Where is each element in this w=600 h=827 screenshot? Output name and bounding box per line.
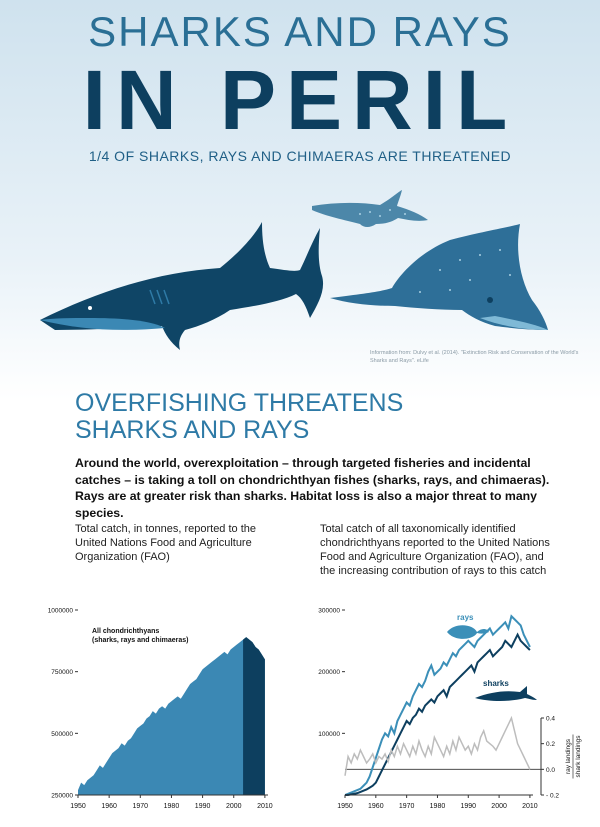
x-tick-label: 2000	[491, 803, 507, 810]
x-tick-label: 1950	[337, 803, 353, 810]
shark-mini-icon	[475, 686, 537, 701]
y2-axis-label: ray landings shark landings	[565, 734, 582, 779]
x-tick-label: 1950	[70, 803, 86, 810]
chart-annotation: All chondrichthyans (sharks, rays and chi…	[92, 628, 189, 644]
x-tick-label: 1990	[195, 803, 211, 810]
section-heading: OVERFISHING THREATENS SHARKS AND RAYS	[75, 390, 403, 444]
x-tick-label: 1970	[399, 803, 415, 810]
section-heading-line-1: OVERFISHING THREATENS	[75, 389, 404, 417]
ratio-line	[344, 715, 531, 776]
y2-tick-label: 0.2	[546, 741, 555, 748]
y-tick-label: 500000	[51, 731, 73, 738]
y2-label-top: ray landings	[565, 738, 572, 774]
shark-icon	[40, 222, 324, 350]
eagle-ray-icon	[330, 224, 548, 330]
ray-icon	[447, 625, 489, 639]
total-catch-area-chart: 1950 1960 1970 1980 1990 2000 2010 250000 500000…	[48, 608, 273, 811]
lead-paragraph: Around the world, overexploitation – thr…	[75, 456, 550, 520]
x-tick-label: 1980	[430, 803, 446, 810]
left-chart-caption: Total catch, in tonnes, reported to the …	[75, 523, 257, 563]
shark-and-ray-illustration	[40, 190, 548, 350]
source-credit: Information from: Dulvy et al. (2014). "…	[370, 350, 579, 364]
rays-line	[344, 614, 531, 796]
section-heading-line-2: SHARKS AND RAYS	[75, 416, 310, 444]
x-tick-label: 1980	[164, 803, 180, 810]
y2-tick-label: 0.4	[546, 716, 555, 723]
x-tick-label: 2010	[257, 803, 273, 810]
title-line-1: SHARKS AND RAYS	[88, 8, 512, 55]
x-tick-label: 1960	[368, 803, 384, 810]
y2-tick-label: 0.0	[546, 767, 555, 774]
y2-tick-label: - 0.2	[546, 793, 559, 800]
x-tick-label: 1960	[101, 803, 117, 810]
y-tick-label: 250000	[51, 793, 73, 800]
y-tick-label: 300000	[318, 608, 340, 615]
y-tick-label: 1000000	[48, 608, 74, 615]
catch-area	[78, 637, 265, 795]
y-tick-label: 750000	[51, 669, 73, 676]
sharks-line	[345, 632, 531, 796]
title-line-2: IN PERIL	[82, 53, 518, 147]
y-tick-label: 200000	[318, 669, 340, 676]
x-tick-label: 2010	[522, 803, 538, 810]
right-chart-caption: Total catch of all taxonomically identif…	[320, 523, 550, 577]
x-tick-label: 1970	[133, 803, 149, 810]
subtitle: 1/4 OF SHARKS, RAYS AND CHIMAERAS ARE TH…	[88, 148, 512, 164]
x-tick-label: 1990	[460, 803, 476, 810]
rays-sharks-line-chart: 1950 1960 1970 1980 1990 2000 2010 100000 200000…	[318, 608, 582, 811]
x-tick-label: 2000	[226, 803, 242, 810]
y-tick-label: 100000	[318, 731, 340, 738]
catch-area-highlight	[243, 637, 265, 795]
y2-label-bottom: shark landings	[575, 735, 582, 778]
rays-label: rays	[457, 613, 474, 622]
sharks-label: sharks	[483, 679, 509, 688]
spotted-shark-icon	[312, 190, 428, 227]
